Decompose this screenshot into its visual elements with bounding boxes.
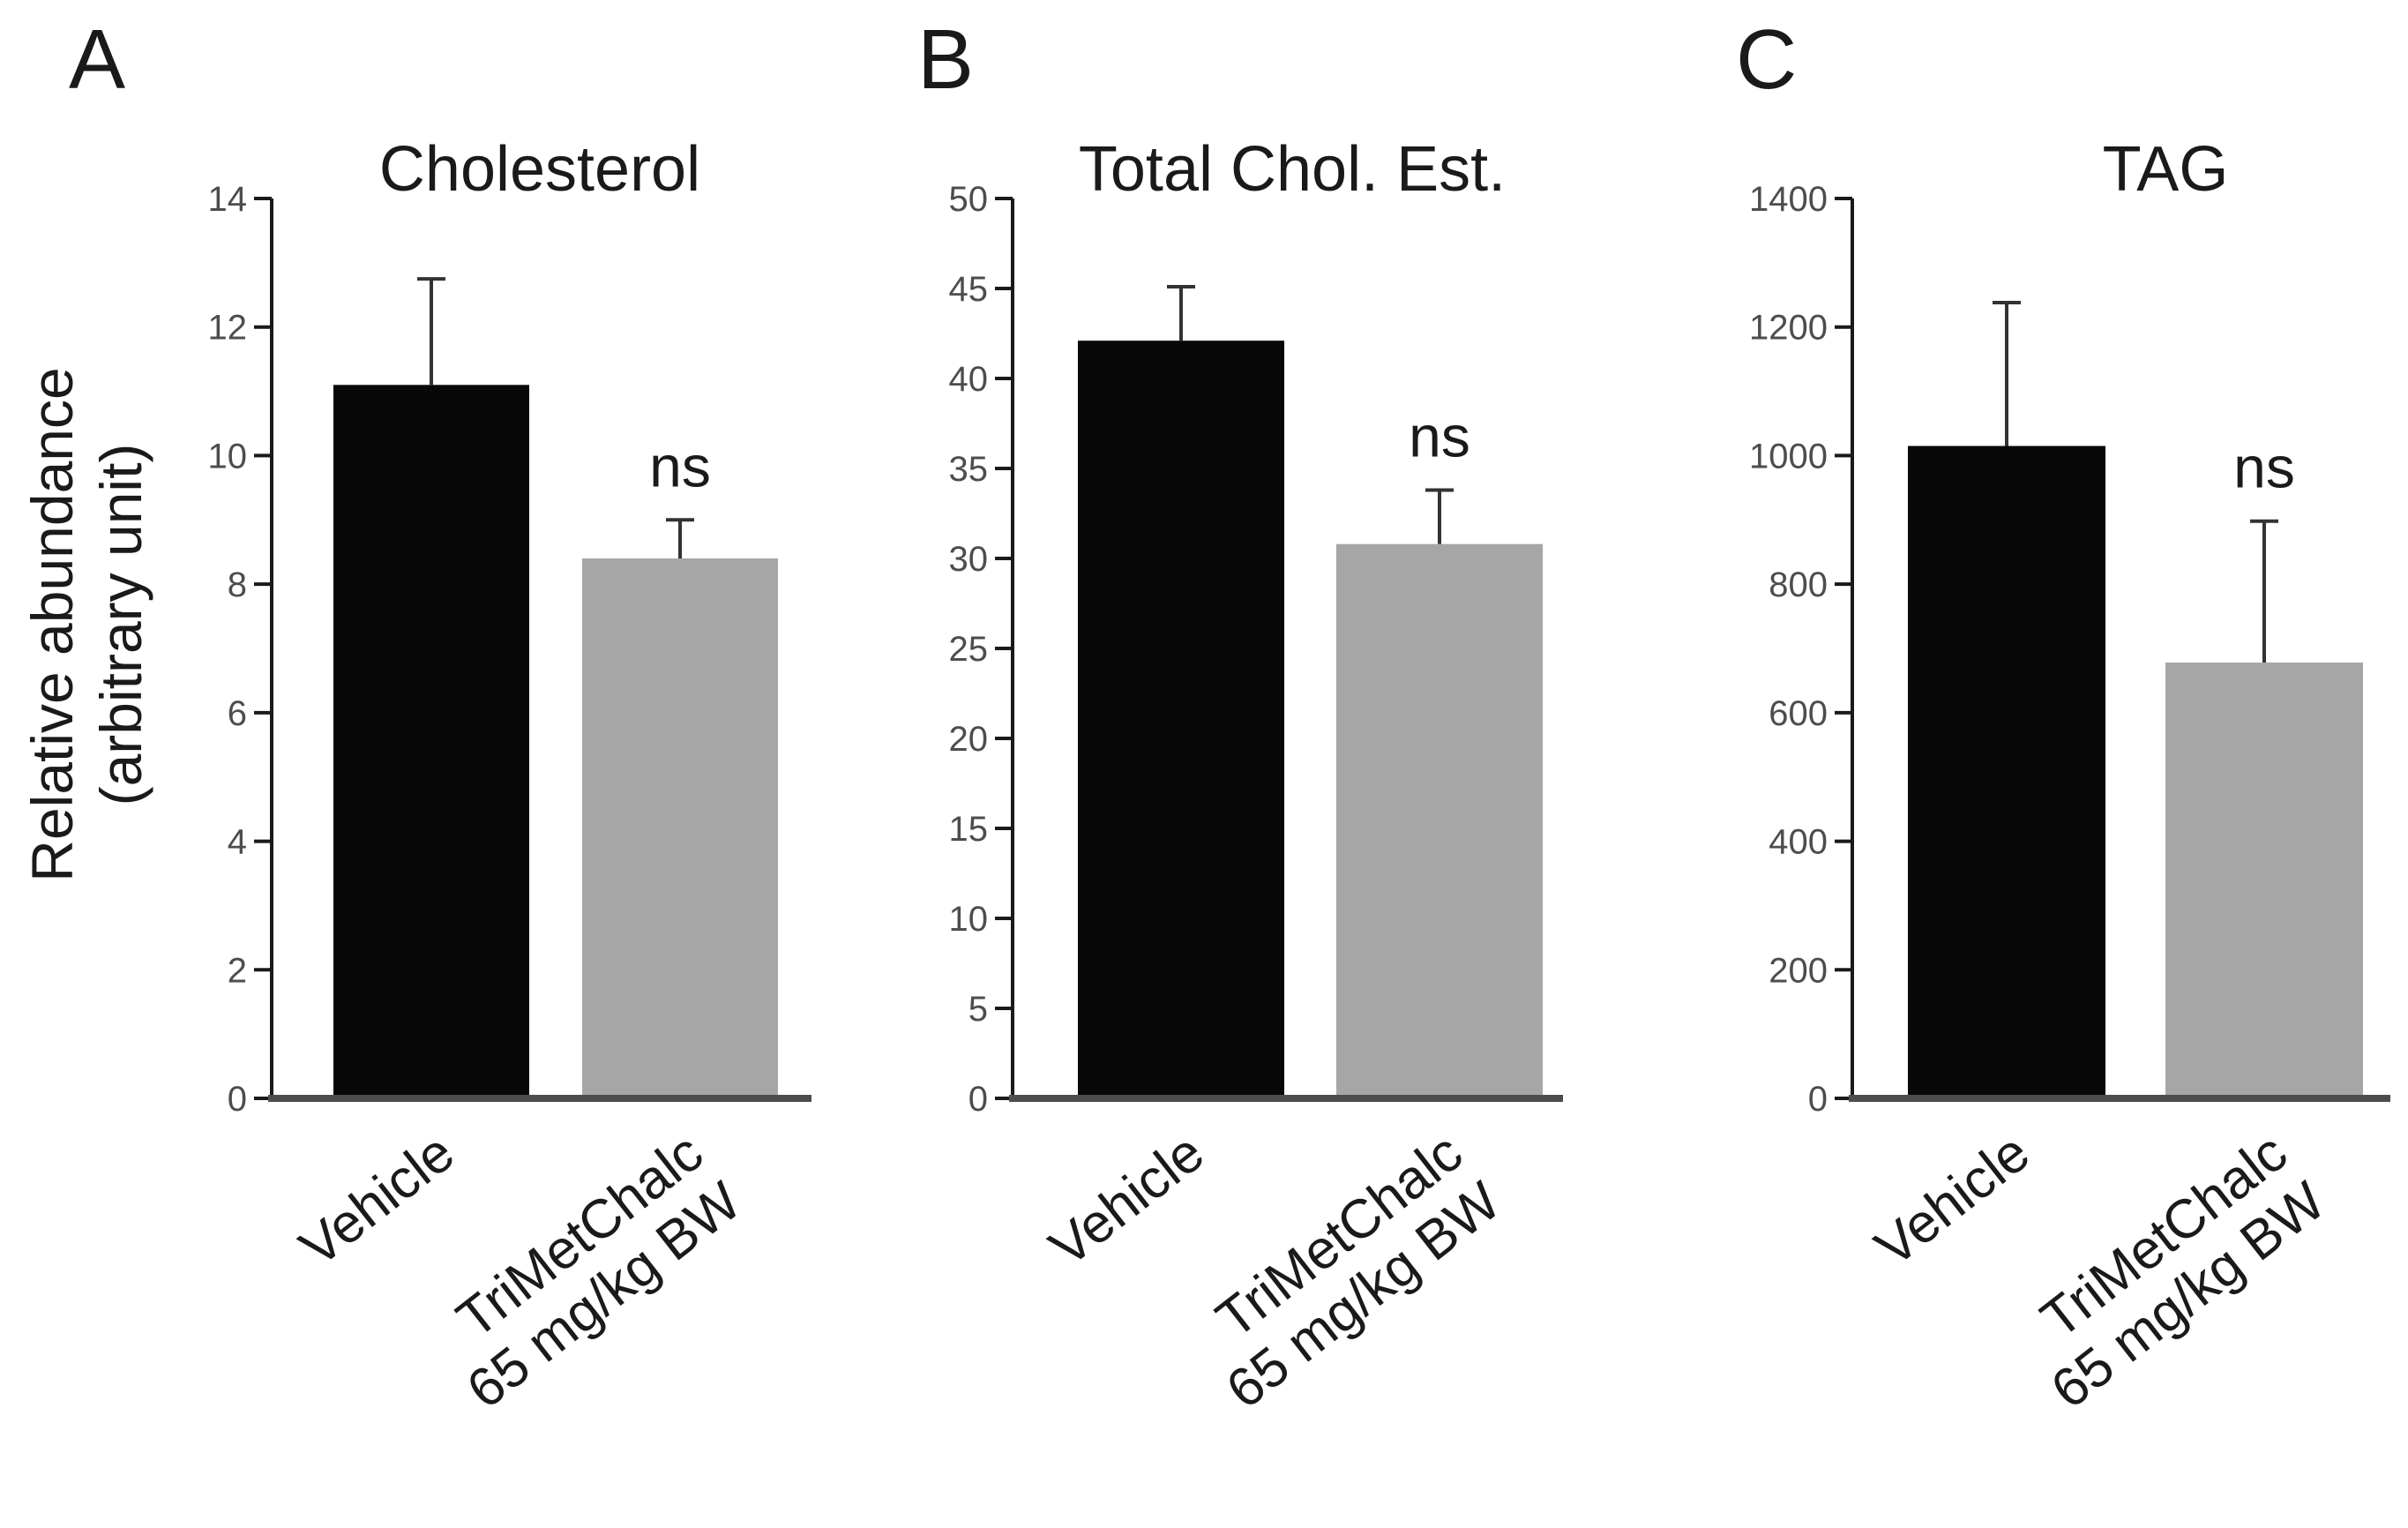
panel-b: B Total Chol. Est. 0 5 10 15 20 25 30 35 40 45 50 ns V… — [917, 12, 1563, 1420]
y-tick-label: 800 — [1769, 566, 1828, 604]
significance-label: ns — [2233, 435, 2295, 500]
bar-treatment — [1336, 543, 1543, 1098]
x-category-label: TriMetChalc65 mg/kg BW — [1178, 1121, 1512, 1420]
y-tick-label: 4 — [228, 823, 247, 862]
y-tick-label: 45 — [949, 270, 989, 309]
y-tick-label: 14 — [208, 180, 248, 219]
bar-vehicle — [333, 385, 529, 1098]
bar-treatment — [2165, 663, 2363, 1098]
y-tick-label: 5 — [968, 990, 988, 1029]
y-tick-label: 10 — [949, 900, 989, 939]
y-tick-label: 2 — [228, 951, 247, 990]
bar-treatment — [582, 558, 778, 1098]
x-category-label: Vehicle — [289, 1122, 466, 1278]
x-category-label-line: Vehicle — [1865, 1122, 2041, 1278]
y-axis-label-line2: (arbitrary unit) — [88, 444, 153, 806]
y-tick-label: 12 — [208, 309, 248, 348]
x-category-label: Vehicle — [1865, 1122, 2041, 1278]
y-tick-label: 35 — [949, 450, 989, 489]
chart-title: TAG — [2103, 134, 2229, 205]
y-tick-label: 1200 — [1749, 309, 1828, 348]
y-tick-label: 1000 — [1749, 437, 1828, 476]
x-category-label-line: Vehicle — [289, 1122, 466, 1278]
significance-label: ns — [649, 433, 711, 498]
y-tick-label: 200 — [1769, 951, 1828, 990]
y-tick-label: 6 — [228, 694, 247, 733]
y-tick-label: 15 — [949, 810, 989, 849]
y-tick-label: 400 — [1769, 823, 1828, 862]
significance-label: ns — [1409, 403, 1470, 468]
panel-letter: A — [69, 12, 125, 107]
y-tick-label: 0 — [228, 1080, 247, 1119]
y-tick-label: 10 — [208, 437, 248, 476]
bar-vehicle — [1908, 446, 2105, 1098]
panel-letter: B — [917, 12, 974, 107]
panel-a: A Cholesterol 0 2 4 6 8 10 12 14 ns VehicleTriMetCh… — [69, 12, 811, 1420]
y-tick-label: 50 — [949, 180, 989, 219]
panels: ACholesterol02468101214nsVehicleTriMetCh… — [69, 12, 2390, 1420]
y-tick-label: 8 — [228, 566, 247, 604]
y-tick-label: 30 — [949, 540, 989, 579]
panel-letter: C — [1736, 12, 1797, 107]
panel-c: C TAG 0 200 400 600 800 1000 1200 1400 ns VehicleTr… — [1736, 12, 2390, 1420]
y-tick-label: 0 — [968, 1080, 988, 1119]
x-category-label: TriMetChalc65 mg/kg BW — [2002, 1121, 2337, 1420]
y-tick-label: 600 — [1769, 694, 1828, 733]
x-category-label-line: Vehicle — [1039, 1122, 1215, 1278]
bar-vehicle — [1078, 341, 1284, 1098]
chart-title: Cholesterol — [379, 134, 700, 205]
y-tick-label: 0 — [1808, 1080, 1828, 1119]
y-tick-label: 1400 — [1749, 180, 1828, 219]
x-category-label: TriMetChalc65 mg/kg BW — [418, 1121, 752, 1420]
y-tick-label: 40 — [949, 360, 989, 399]
x-category-label: Vehicle — [1039, 1122, 1215, 1278]
y-tick-label: 20 — [949, 720, 989, 759]
y-axis-label-line1: Relative abundance — [19, 367, 85, 881]
chart-title: Total Chol. Est. — [1079, 134, 1506, 205]
y-tick-label: 25 — [949, 630, 989, 669]
